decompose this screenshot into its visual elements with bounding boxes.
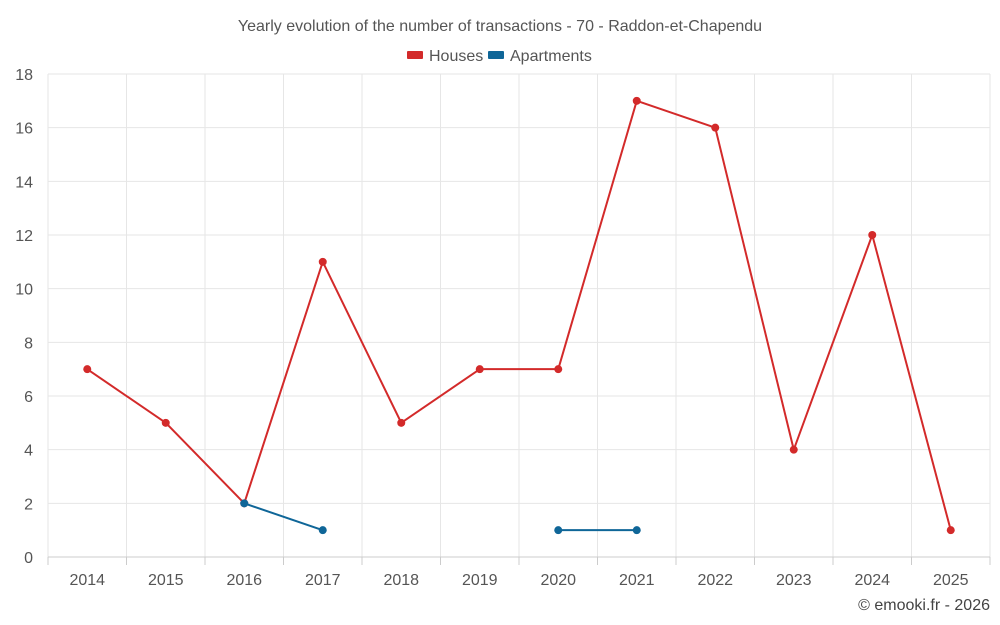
data-point[interactable]	[868, 231, 877, 239]
y-tick-label: 8	[24, 335, 33, 352]
y-tick-label: 12	[15, 228, 33, 245]
legend-label: Apartments	[510, 48, 592, 65]
data-point[interactable]	[946, 526, 955, 535]
x-tick-label: 2017	[305, 572, 341, 589]
data-point[interactable]	[554, 365, 563, 374]
series-apartments	[240, 499, 641, 535]
grid	[47, 73, 991, 557]
x-tick-label: 2018	[383, 572, 419, 589]
credit: © emooki.fr - 2026	[858, 597, 990, 614]
y-tick-label: 0	[24, 550, 33, 567]
data-point[interactable]	[240, 499, 249, 508]
y-tick-label: 18	[15, 67, 33, 84]
x-tick-label: 2025	[933, 572, 969, 589]
x-tick-label: 2023	[776, 572, 812, 589]
y-tick-label: 10	[15, 282, 33, 299]
axes: 0 2 4 6 8 10 12 14 16 18 2014 2015 2016 2017 2018 2019 2…	[15, 67, 991, 589]
data-point[interactable]	[789, 445, 798, 454]
x-tick-label: 2019	[462, 572, 498, 589]
legend: Houses Apartments	[407, 48, 592, 65]
series-line-houses	[86, 99, 952, 531]
data-point[interactable]	[318, 257, 327, 266]
x-tick-label: 2016	[226, 572, 262, 589]
y-tick-label: 2	[24, 496, 33, 513]
x-tick-label: 2020	[540, 572, 576, 589]
data-point[interactable]	[161, 418, 170, 427]
data-point[interactable]	[632, 96, 641, 105]
data-point[interactable]	[632, 526, 641, 535]
y-tick-label: 16	[15, 121, 33, 138]
data-point[interactable]	[711, 123, 720, 132]
data-point[interactable]	[475, 365, 484, 374]
series-line-apartments	[243, 502, 324, 532]
x-tick-label: 2024	[854, 572, 890, 589]
x-tick-label: 2022	[697, 572, 733, 589]
data-point[interactable]	[397, 418, 406, 427]
legend-swatch	[488, 51, 504, 59]
legend-label: Houses	[429, 48, 483, 65]
data-point[interactable]	[554, 526, 563, 535]
legend-item-houses[interactable]: Houses	[407, 48, 483, 65]
y-tick-label: 6	[24, 389, 33, 406]
legend-item-apartments[interactable]: Apartments	[488, 48, 592, 65]
chart-title: Yearly evolution of the number of transa…	[238, 18, 762, 35]
data-point[interactable]	[318, 526, 327, 535]
series-group	[83, 96, 955, 535]
x-tick-label: 2021	[619, 572, 655, 589]
x-tick-label: 2014	[69, 572, 105, 589]
data-point[interactable]	[83, 365, 92, 374]
legend-swatch	[407, 51, 423, 59]
x-tick-label: 2015	[148, 572, 184, 589]
y-tick-label: 14	[15, 174, 33, 191]
y-tick-label: 4	[24, 443, 33, 460]
